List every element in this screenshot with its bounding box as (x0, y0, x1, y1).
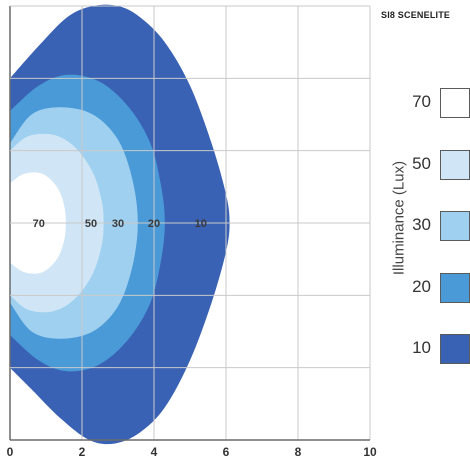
legend-title: Illuminance (Lux) (390, 160, 408, 276)
contour-label-layer: 10 20 30 50 70 (33, 218, 207, 230)
legend-swatch-10 (440, 334, 470, 364)
x-tick-layer: 0 2 4 6 8 10 (7, 445, 377, 459)
x-tick-label-2: 2 (79, 445, 86, 459)
contour-label-30: 30 (112, 218, 124, 230)
contour-label-10: 10 (195, 218, 207, 230)
legend-label-30: 30 (412, 215, 431, 234)
contour-label-50: 50 (85, 218, 97, 230)
x-tick-label-8: 8 (295, 445, 302, 459)
contour-label-20: 20 (148, 218, 160, 230)
legend-label-70: 70 (412, 92, 431, 111)
chart-title: SI8 SCENELITE (381, 10, 451, 20)
x-tick-label-6: 6 (223, 445, 230, 459)
x-tick-label-10: 10 (363, 445, 377, 459)
legend-swatch-70 (440, 88, 470, 118)
legend-label-20: 20 (412, 276, 431, 296)
legend-swatch-30 (440, 211, 470, 241)
legend-swatch-50 (440, 149, 470, 180)
legend-label-50: 50 (412, 153, 431, 173)
x-tick-label-0: 0 (7, 445, 14, 459)
contour-label-70: 70 (33, 218, 45, 230)
grid-layer (9, 5, 371, 441)
legend-label-10: 10 (412, 338, 431, 357)
legend-swatch-20 (440, 272, 470, 303)
x-tick-label-4: 4 (151, 445, 158, 459)
